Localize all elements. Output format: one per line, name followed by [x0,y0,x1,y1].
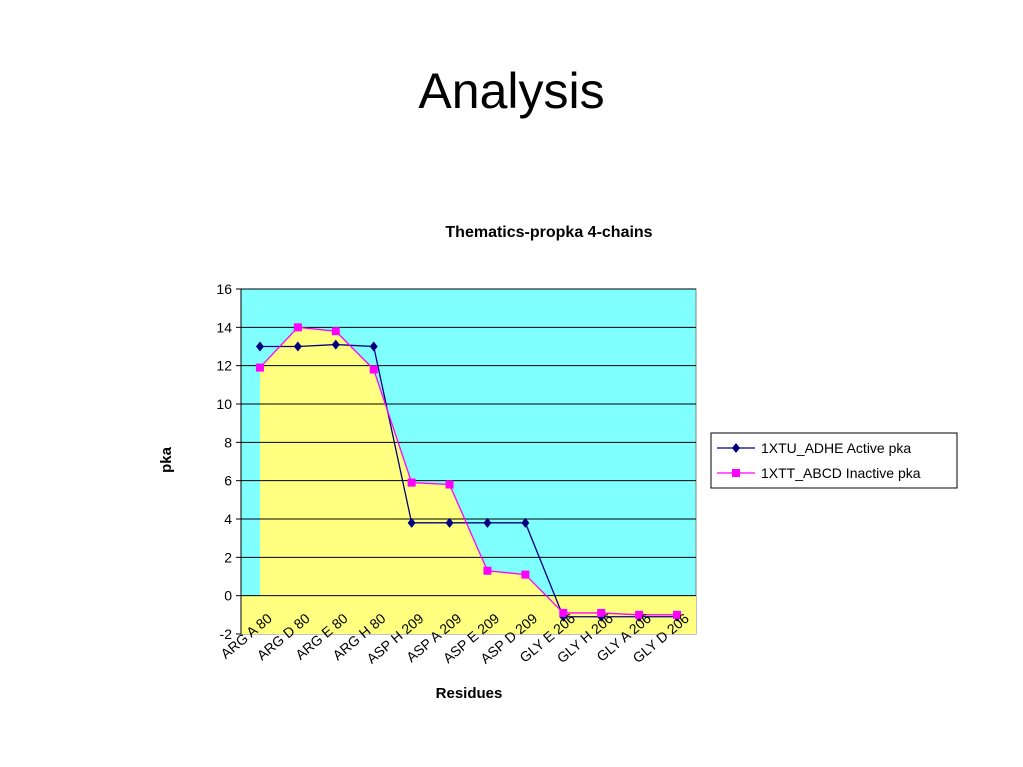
y-tick-label: -2 [220,626,233,642]
data-point-active [255,341,264,352]
data-point-inactive [407,478,416,487]
slide-title: Analysis [418,63,605,119]
data-point-inactive [635,610,644,619]
series-line-active [259,343,678,618]
data-point-inactive [521,570,530,579]
y-tick-label: 8 [224,434,232,450]
data-point-inactive [483,566,492,575]
y-tick-label: 16 [216,281,232,297]
data-point-active [293,341,302,352]
data-point-inactive [293,323,302,332]
y-tick-label: 4 [224,511,232,527]
data-point-inactive [331,327,340,336]
x-axis-label: Residues [436,685,503,702]
y-tick-label: 10 [216,396,232,412]
data-point-active [483,517,492,528]
data-point-active [369,341,378,352]
y-axis: -2 0 2 4 6 8 10 12 14 16 [216,281,242,642]
data-point-inactive [673,610,682,619]
legend-entry-label: 1XTT_ABCD Inactive pka [761,465,921,481]
data-point-inactive [597,608,606,617]
series-line-inactive [259,326,678,616]
y-tick-label: 0 [224,588,232,604]
y-tick-label: 14 [216,319,232,335]
data-point-active [445,517,454,528]
area-fill-inactive [259,327,678,615]
data-point-active [331,339,340,350]
data-point-active [407,517,416,528]
legend: 1XTU_ADHE Active pka 1XTT_ABCD Inactive p… [710,432,958,489]
data-point-inactive [559,608,568,617]
legend-box [710,432,958,489]
data-point-inactive [369,365,378,374]
data-point-active [521,517,530,528]
data-point-inactive [445,480,454,489]
y-tick-label: 6 [224,473,232,489]
legend-marker-active [732,443,740,453]
y-axis-label: pka [158,446,175,473]
chart-title: Thematics-propka 4-chains [445,224,652,241]
y-tick-label: 12 [216,358,232,374]
area-below-zero [241,595,696,634]
y-tick-label: 2 [224,549,232,565]
legend-entry-label: 1XTU_ADHE Active pka [761,440,911,456]
data-point-inactive [255,363,264,372]
legend-marker-inactive [732,469,740,477]
plot-area [240,288,697,635]
